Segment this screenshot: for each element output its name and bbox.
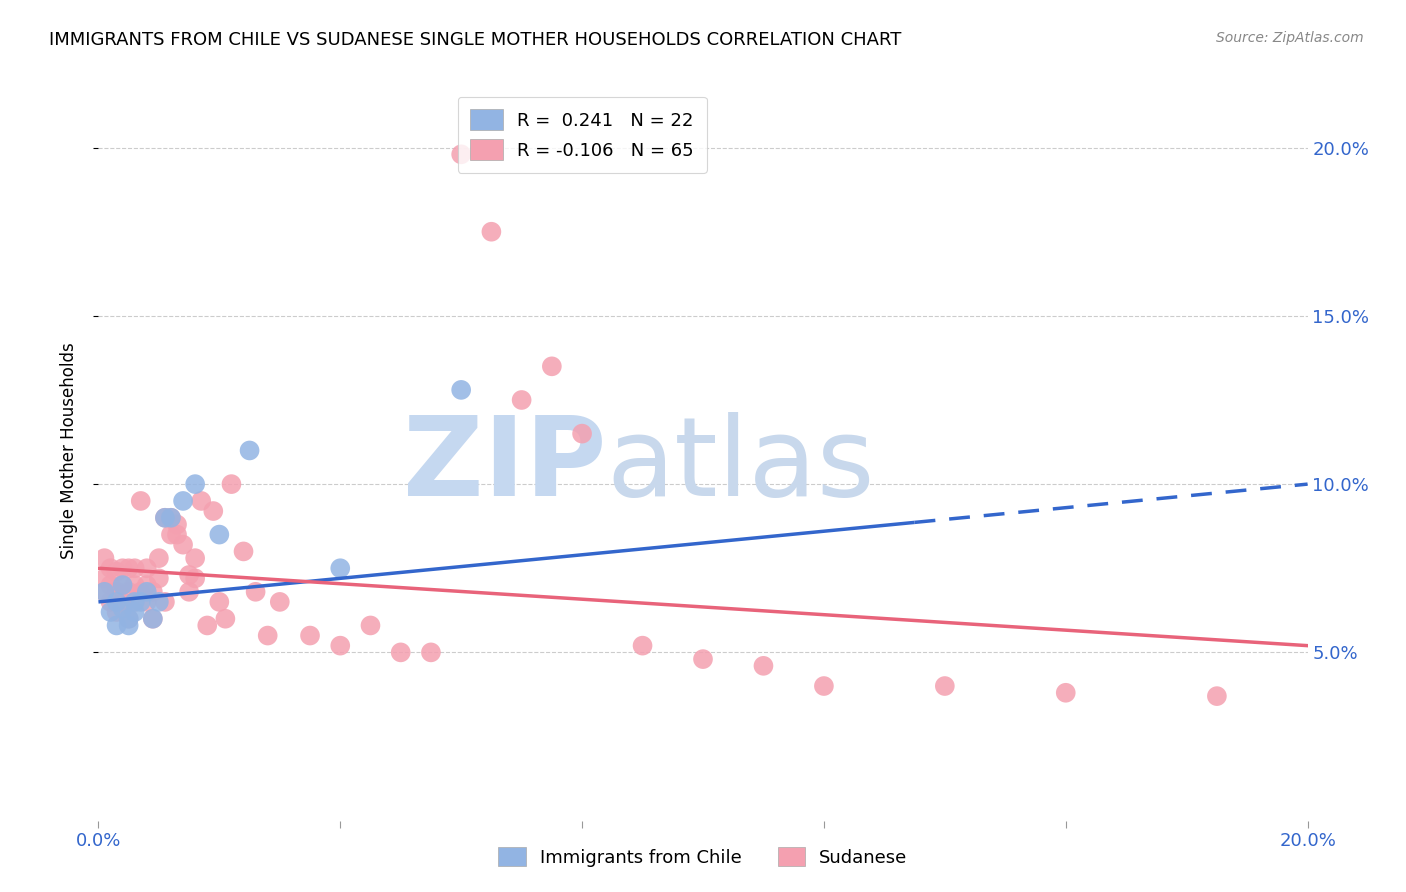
Point [100, 578, 122, 592]
Point [129, 595, 152, 609]
Legend: R =  0.241   N = 22, R = -0.106   N = 65: R = 0.241 N = 22, R = -0.106 N = 65 [458, 96, 706, 173]
Point [118, 618, 141, 632]
Point [329, 561, 352, 575]
Point [148, 551, 170, 566]
Point [166, 527, 188, 541]
Point [118, 612, 141, 626]
Point [179, 584, 201, 599]
Point [160, 510, 183, 524]
Point [214, 612, 236, 626]
Point [631, 639, 654, 653]
Point [124, 595, 146, 609]
Point [813, 679, 835, 693]
Point [245, 584, 267, 599]
Point [142, 612, 165, 626]
Point [256, 628, 278, 642]
Point [93, 584, 115, 599]
Point [111, 601, 134, 615]
Point [135, 578, 157, 592]
Point [208, 527, 231, 541]
Point [160, 527, 183, 541]
Point [142, 584, 165, 599]
Point [105, 565, 128, 579]
Point [172, 494, 194, 508]
Point [135, 561, 157, 575]
Point [153, 595, 176, 609]
Point [692, 652, 714, 666]
Point [111, 595, 134, 609]
Point [142, 612, 165, 626]
Point [389, 645, 412, 659]
Point [93, 584, 115, 599]
Point [166, 517, 188, 532]
Point [111, 578, 134, 592]
Point [360, 618, 382, 632]
Point [105, 618, 128, 632]
Point [239, 443, 262, 458]
Text: ZIP: ZIP [404, 412, 606, 519]
Point [208, 595, 231, 609]
Point [100, 595, 122, 609]
Point [118, 584, 141, 599]
Point [93, 571, 115, 585]
Point [232, 544, 254, 558]
Point [934, 679, 956, 693]
Point [510, 392, 533, 407]
Text: atlas: atlas [606, 412, 875, 519]
Point [153, 510, 176, 524]
Text: IMMIGRANTS FROM CHILE VS SUDANESE SINGLE MOTHER HOUSEHOLDS CORRELATION CHART: IMMIGRANTS FROM CHILE VS SUDANESE SINGLE… [49, 31, 901, 49]
Point [450, 383, 472, 397]
Point [111, 561, 134, 575]
Point [93, 551, 115, 566]
Point [540, 359, 562, 374]
Point [172, 538, 194, 552]
Point [160, 510, 183, 524]
Point [153, 510, 176, 524]
Point [118, 612, 141, 626]
Point [190, 494, 212, 508]
Point [129, 494, 152, 508]
Point [184, 551, 207, 566]
Point [124, 595, 146, 609]
Point [105, 605, 128, 619]
Y-axis label: Single Mother Households: Single Mother Households [59, 343, 77, 558]
Point [148, 571, 170, 585]
Point [105, 595, 128, 609]
Point [221, 477, 243, 491]
Point [184, 571, 207, 585]
Point [752, 658, 775, 673]
Legend: Immigrants from Chile, Sudanese: Immigrants from Chile, Sudanese [491, 840, 915, 874]
Point [124, 605, 146, 619]
Point [148, 595, 170, 609]
Point [135, 595, 157, 609]
Point [1206, 689, 1229, 703]
Point [450, 147, 472, 161]
Point [100, 561, 122, 575]
Point [124, 561, 146, 575]
Point [1054, 686, 1077, 700]
Point [129, 584, 152, 599]
Point [105, 584, 128, 599]
Point [135, 584, 157, 599]
Point [329, 639, 352, 653]
Point [195, 618, 218, 632]
Point [179, 568, 201, 582]
Point [269, 595, 291, 609]
Point [420, 645, 443, 659]
Point [111, 578, 134, 592]
Point [481, 225, 503, 239]
Text: Source: ZipAtlas.com: Source: ZipAtlas.com [1216, 31, 1364, 45]
Point [118, 561, 141, 575]
Point [202, 504, 225, 518]
Point [100, 605, 122, 619]
Point [571, 426, 593, 441]
Point [299, 628, 322, 642]
Point [184, 477, 207, 491]
Point [124, 578, 146, 592]
